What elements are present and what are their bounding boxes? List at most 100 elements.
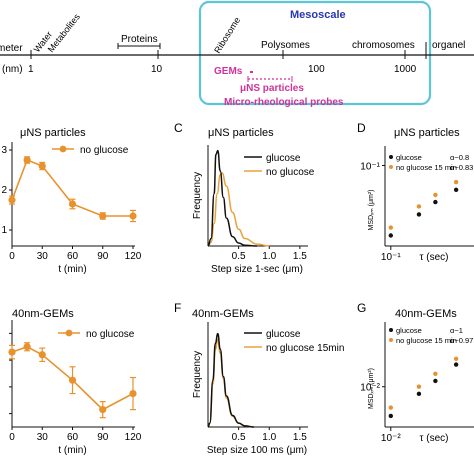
data-point-1 — [388, 405, 394, 410]
x-tick-label: 30 — [37, 251, 49, 262]
probe-gems-label: GEMs — [214, 66, 243, 77]
data-point — [68, 200, 77, 208]
series-line — [11, 158, 133, 217]
data-point — [99, 212, 107, 220]
scale-bar: Mesoscale meter (nm) 1 10 100 1000 Water… — [0, 0, 474, 108]
mesoscale-box — [198, 0, 432, 106]
x-axis-label: τ (sec) — [420, 433, 449, 444]
x-tick-label: 0 — [9, 432, 15, 443]
data-point-0 — [388, 233, 394, 238]
data-point-0 — [416, 391, 422, 397]
x-tick-label: 1.5 — [293, 432, 307, 443]
category-organel: organel — [432, 40, 465, 51]
category-chromosomes: chromosomes — [352, 40, 415, 51]
data-point-1 — [433, 192, 438, 198]
y-tick-label: 3 — [1, 145, 7, 156]
y-axis-label: MSDₓₘ (μm²) — [368, 189, 375, 230]
legend-alpha: α~0.83 — [450, 163, 473, 172]
data-point-0 — [453, 187, 459, 192]
scale-start-label: meter — [0, 43, 23, 54]
data-point-1 — [453, 179, 459, 185]
series-curve-0 — [207, 149, 258, 247]
chart-bottom-left: 0 30 60 90 120 t (min) no glucose — [8, 320, 142, 456]
x-tick-label: 30 — [37, 432, 49, 443]
panel-g-letter: G — [357, 301, 366, 315]
scale-tick-label-1000: 1000 — [394, 64, 417, 75]
probe-uns-label: μNS particles — [240, 83, 304, 94]
x-axis-label: t (min) — [58, 445, 86, 456]
x-axis-label: Step size 100 ms (μm) — [207, 445, 307, 456]
panel-c-letter: C — [174, 121, 183, 135]
panel-d-title: μNS particles — [394, 127, 460, 139]
x-tick-label: 1.5 — [293, 251, 307, 262]
scale-unit-label: (nm) — [2, 64, 23, 75]
x-tick-label: 90 — [97, 251, 109, 262]
panel-f-title: 40nm-GEMs — [192, 308, 254, 320]
chart-bottom-middle: 0.5 1.0 1.5 Step size 100 ms (μm) Frequency g… — [192, 322, 344, 456]
x-tick-label: 60 — [67, 432, 79, 443]
data-point — [68, 376, 77, 384]
chart-top-right: 10⁻¹ τ (sec) 10⁻¹ MSDₓₘ (μm²) glucose α~0.8no… — [360, 146, 474, 263]
legend-label: no glucose 15 min — [396, 336, 457, 345]
proteins-bracket — [117, 43, 161, 49]
data-point — [99, 406, 107, 414]
x-tick-label: 120 — [125, 251, 142, 262]
x-axis-label: Step size 1-sec (μm) — [211, 264, 303, 275]
x-tick-label: 10⁻¹ — [381, 252, 401, 263]
data-point-1 — [416, 384, 422, 389]
legend-marker — [389, 338, 393, 342]
category-polysomes: Polysomes — [261, 40, 310, 51]
series-curve-1 — [207, 172, 270, 247]
x-axis-label: τ (sec) — [420, 252, 449, 263]
data-point — [8, 348, 16, 356]
legend-label: no glucose — [80, 145, 129, 156]
y-axis-label: Frequency — [192, 351, 203, 398]
data-point-0 — [433, 199, 438, 205]
x-tick-label: 1.0 — [262, 432, 276, 443]
panel-c-title: μNS particles — [208, 127, 274, 139]
legend-label: glucose — [396, 326, 422, 335]
y-axis-label: MSDₓₘ (μm²) — [368, 368, 375, 409]
series-curve-0 — [207, 332, 254, 428]
panel-f-letter: F — [174, 301, 181, 315]
data-point-0 — [453, 362, 459, 367]
x-tick-label: 0 — [9, 251, 15, 262]
data-point — [129, 389, 137, 398]
legend-marker — [389, 155, 393, 159]
y-axis-label: Frequency — [192, 172, 203, 219]
data-point — [38, 351, 46, 359]
legend-label: glucose — [266, 329, 301, 340]
y-tick-label: 1 — [1, 225, 7, 236]
legend-alpha: α~1 — [450, 326, 463, 335]
legend-marker — [389, 165, 393, 169]
scale-tick-label-1: 1 — [28, 64, 34, 75]
panel-d-letter: D — [357, 121, 366, 135]
legend-label: no glucose 15 min — [396, 163, 457, 172]
data-point-1 — [416, 204, 422, 209]
chart-top-middle: 0.5 1.0 1.5 Step size 1-sec (μm) Frequency gl… — [192, 145, 315, 275]
data-point-1 — [433, 371, 438, 376]
data-point — [8, 196, 16, 204]
legend-label: no glucose — [86, 329, 135, 340]
data-point-1 — [388, 225, 394, 230]
x-axis-label: t (min) — [58, 264, 86, 275]
scale-tick-label-10: 10 — [151, 64, 163, 75]
legend-alpha: α~0.8 — [450, 153, 469, 162]
x-tick-label: 60 — [67, 251, 79, 262]
data-point-0 — [433, 378, 438, 384]
data-point-1 — [453, 356, 459, 361]
legend-label: glucose — [396, 153, 422, 162]
legend-marker — [389, 328, 393, 332]
data-point-0 — [388, 413, 394, 419]
panel-g-title: 40nm-GEMs — [395, 308, 457, 320]
panel-e-title: 40nm-GEMs — [12, 308, 74, 320]
x-tick-label: 0.5 — [232, 432, 246, 443]
data-point — [38, 162, 46, 170]
probe-micro-label: Micro-rheological probes — [224, 97, 344, 108]
x-tick-label: 120 — [125, 432, 142, 443]
x-tick-label: 90 — [97, 432, 109, 443]
category-metabolites: Metabolites — [46, 11, 83, 54]
category-ribosome: Ribosome — [212, 15, 242, 55]
